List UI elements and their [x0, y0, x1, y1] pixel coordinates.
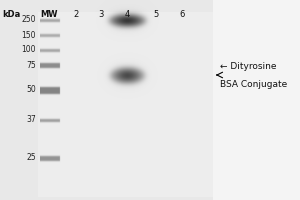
Text: ← Dityrosine: ← Dityrosine: [220, 62, 277, 71]
Text: 6: 6: [179, 10, 185, 19]
Text: 3: 3: [98, 10, 104, 19]
Text: 4: 4: [124, 10, 130, 19]
Text: 5: 5: [153, 10, 159, 19]
Text: 25: 25: [26, 154, 36, 162]
Text: kDa: kDa: [2, 10, 20, 19]
Text: 2: 2: [74, 10, 79, 19]
Text: MW: MW: [40, 10, 58, 19]
Text: 250: 250: [22, 16, 36, 24]
Text: 75: 75: [26, 60, 36, 70]
Text: 100: 100: [22, 46, 36, 54]
Text: 150: 150: [22, 30, 36, 40]
Text: 37: 37: [26, 116, 36, 124]
Text: BSA Conjugate: BSA Conjugate: [220, 80, 287, 89]
Text: 50: 50: [26, 86, 36, 95]
